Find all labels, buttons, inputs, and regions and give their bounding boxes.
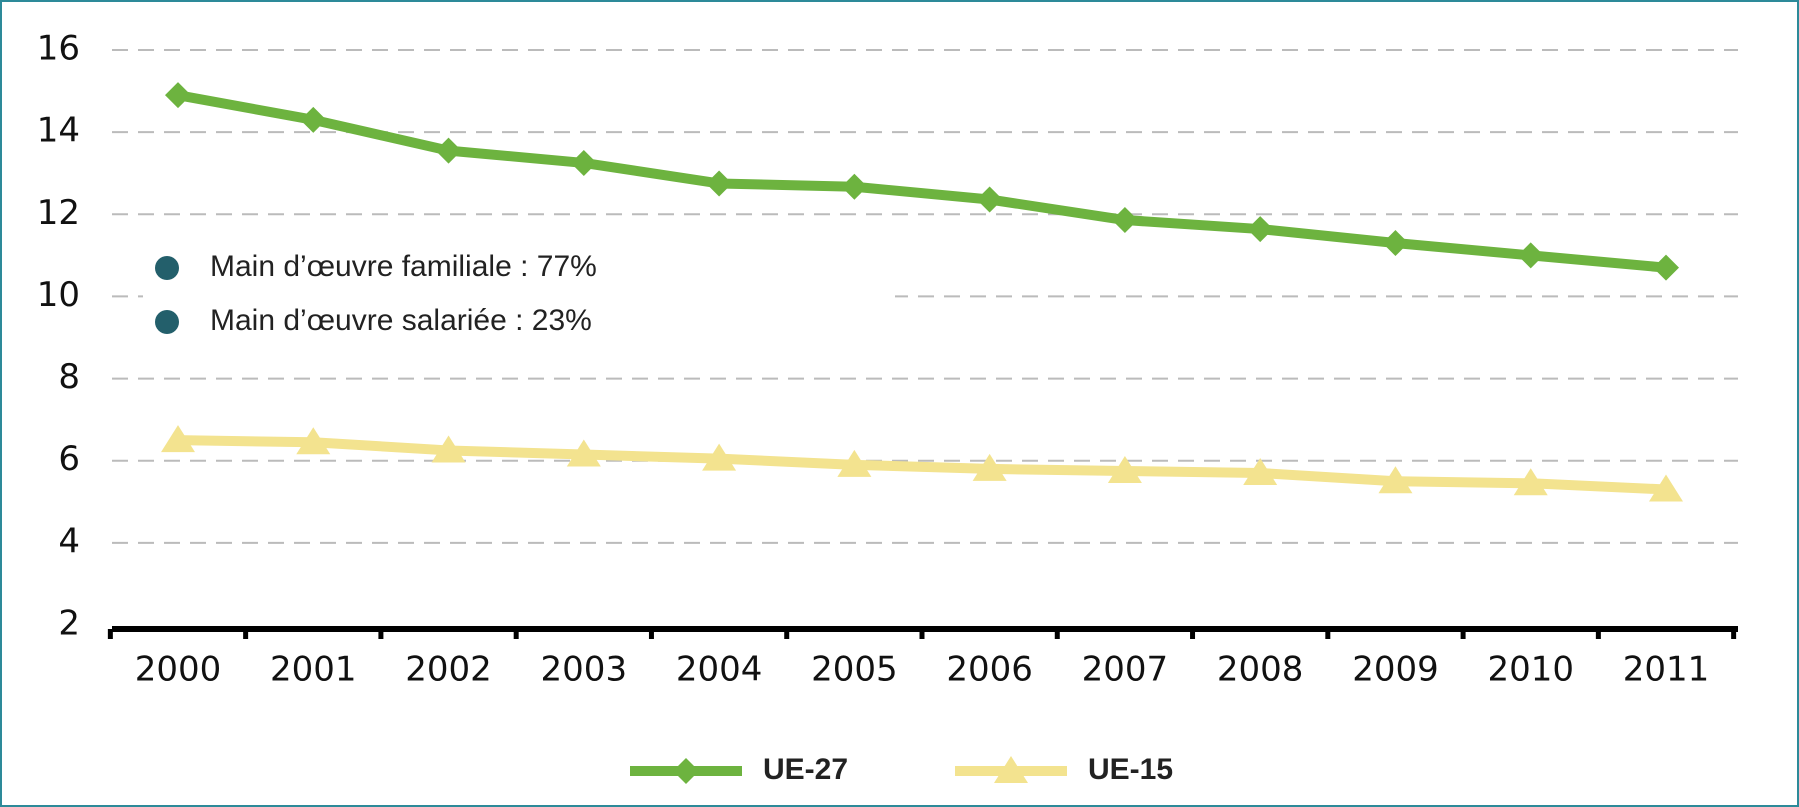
point [431,435,466,463]
legend-marker [994,756,1028,783]
point [1111,207,1138,234]
series-line [177,435,1667,495]
point [702,443,737,471]
x-tick-label: 2011 [1623,650,1710,690]
x-tick-label: 2005 [811,650,898,690]
point [300,106,327,133]
legend-marker [673,758,699,784]
legend-label: UE-15 [1088,753,1173,786]
x-tick-label: 2006 [946,650,1033,690]
annotation: Main d’œuvre familiale : 77% [210,250,597,283]
y-tick-label: 8 [58,357,80,397]
point [706,170,733,197]
point [1107,455,1142,483]
point [1517,242,1544,269]
y-tick-label: 2 [58,604,80,644]
point [841,173,868,200]
point [972,453,1007,481]
annotation: Main d’œuvre salariée : 23% [210,304,592,337]
point [1247,216,1274,243]
x-tick-label: 2004 [676,650,763,690]
y-tick-label: 4 [58,521,80,561]
x-tick-label: 2010 [1487,650,1574,690]
x-tick-label: 2007 [1082,650,1169,690]
point [161,425,195,453]
annotation-bullet [155,256,179,280]
point [1243,458,1278,486]
point [566,439,601,467]
point [1653,254,1679,281]
point [296,427,331,455]
y-tick-label: 12 [37,193,80,233]
point [1649,474,1683,502]
y-tick-label: 6 [58,439,80,479]
x-tick-label: 2000 [135,650,222,690]
y-tick-label: 10 [37,275,80,315]
point [1513,468,1548,496]
y-tick-label: 14 [37,111,80,151]
x-tick-label: 2003 [541,650,628,690]
y-tick-label: 16 [37,29,80,69]
point [837,449,872,477]
point [435,137,462,164]
point [976,186,1003,213]
legend-label: UE-27 [763,753,848,786]
series-line [177,90,1667,273]
x-tick-label: 2009 [1352,650,1439,690]
x-tick-label: 2001 [270,650,357,690]
x-tick-label: 2008 [1217,650,1304,690]
point [165,82,191,109]
point [570,149,597,176]
annotation-bullet [155,310,179,334]
point [1378,466,1413,494]
annotation-box [143,241,895,344]
x-tick-label: 2002 [405,650,492,690]
point [1382,230,1409,257]
